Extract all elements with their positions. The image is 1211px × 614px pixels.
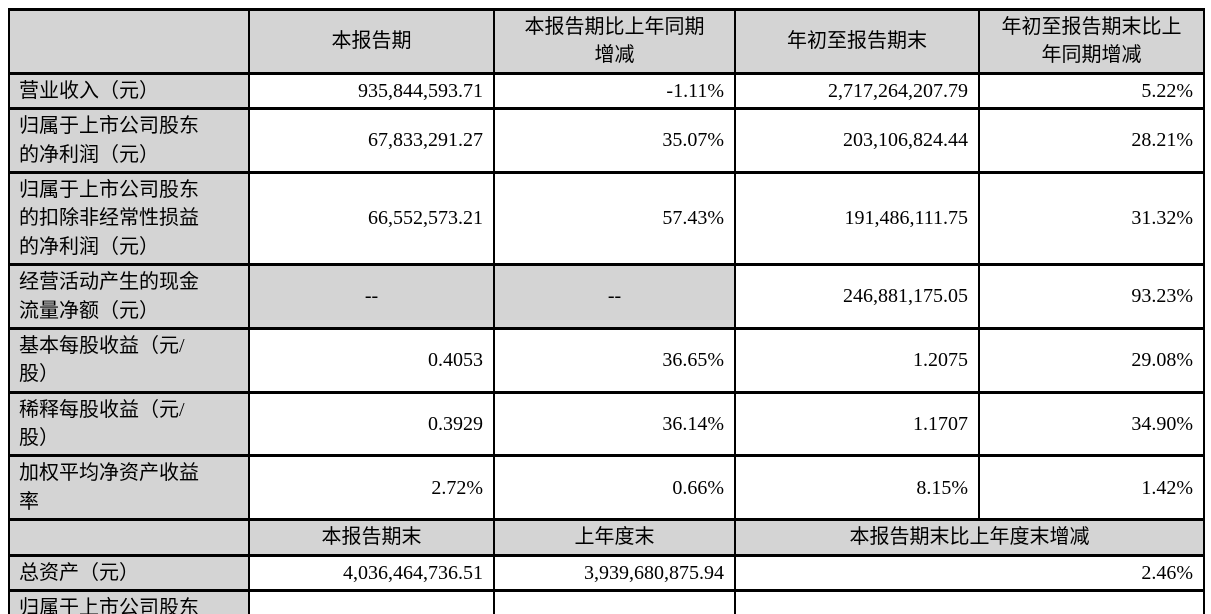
value-ytd-vs-prior: 5.22% (978, 71, 1205, 111)
row-label: 归属于上市公司股东 的净利润（元） (8, 107, 250, 174)
header-cell-prior-year-end: 上年度末 (493, 518, 736, 557)
row-label: 归属于上市公司股东 的所有者权益（元） (8, 589, 250, 614)
table-row-weighted-avg-roe: 加权平均净资产收益 率 2.72% 0.66% 8.15% 1.42% (8, 454, 1205, 522)
value-ytd-vs-prior: 1.42% (978, 454, 1205, 522)
table-header-row-2: 本报告期末 上年度末 本报告期末比上年度末增减 (8, 518, 1205, 557)
value-ytd: 203,106,824.44 (734, 107, 980, 174)
value-current-end: 2,541,543,398.50 (248, 589, 495, 614)
row-label: 稀释每股收益（元/ 股） (8, 390, 250, 458)
header-cell-ytd-vs-prior: 年初至报告期末比上 年同期增减 (978, 8, 1205, 75)
value-ytd-vs-prior: 31.32% (978, 170, 1205, 267)
header-cell-current-end: 本报告期末 (248, 518, 495, 557)
value-ytd: 2,717,264,207.79 (734, 71, 980, 111)
row-label: 总资产（元） (8, 553, 250, 593)
value-ytd: 8.15% (734, 454, 980, 522)
value-ytd-vs-prior: 93.23% (978, 263, 1205, 330)
value-end-change: 2.46% (734, 553, 1205, 593)
value-ytd: 246,881,175.05 (734, 263, 980, 330)
financial-summary-table: 本报告期 本报告期比上年同期 增减 年初至报告期末 年初至报告期末比上 年同期增… (8, 8, 1205, 614)
value-end-change: 2.83% (734, 589, 1205, 614)
value-current-vs-prior: 36.65% (493, 326, 736, 394)
header-cell-empty (8, 518, 250, 557)
row-label: 经营活动产生的现金 流量净额（元） (8, 263, 250, 330)
table-header-row-1: 本报告期 本报告期比上年同期 增减 年初至报告期末 年初至报告期末比上 年同期增… (8, 8, 1205, 75)
row-label: 归属于上市公司股东 的扣除非经常性损益 的净利润（元） (8, 170, 250, 267)
value-current: 935,844,593.71 (248, 71, 495, 111)
value-prior-year-end: 3,939,680,875.94 (493, 553, 736, 593)
table-row-net-profit: 归属于上市公司股东 的净利润（元） 67,833,291.27 35.07% 2… (8, 107, 1205, 174)
value-current-vs-prior: 0.66% (493, 454, 736, 522)
value-ytd-vs-prior: 29.08% (978, 326, 1205, 394)
header-cell-ytd: 年初至报告期末 (734, 8, 980, 75)
value-ytd: 1.1707 (734, 390, 980, 458)
table-row-total-assets: 总资产（元） 4,036,464,736.51 3,939,680,875.94… (8, 553, 1205, 593)
table-row-operating-revenue: 营业收入（元） 935,844,593.71 -1.11% 2,717,264,… (8, 71, 1205, 111)
header-cell-current-period: 本报告期 (248, 8, 495, 75)
value-current-vs-prior: 57.43% (493, 170, 736, 267)
value-ytd: 191,486,111.75 (734, 170, 980, 267)
table-row-equity-attributable: 归属于上市公司股东 的所有者权益（元） 2,541,543,398.50 2,4… (8, 589, 1205, 614)
value-prior-year-end: 2,471,671,122.25 (493, 589, 736, 614)
value-current: 67,833,291.27 (248, 107, 495, 174)
header-cell-current-vs-prior: 本报告期比上年同期 增减 (493, 8, 736, 75)
value-current-end: 4,036,464,736.51 (248, 553, 495, 593)
header-cell-empty (8, 8, 250, 75)
value-current: 66,552,573.21 (248, 170, 495, 267)
value-current-vs-prior: 35.07% (493, 107, 736, 174)
header-cell-end-change: 本报告期末比上年度末增减 (734, 518, 1205, 557)
table-row-net-profit-after-extraordinary: 归属于上市公司股东 的扣除非经常性损益 的净利润（元） 66,552,573.2… (8, 170, 1205, 267)
table-row-basic-eps: 基本每股收益（元/ 股） 0.4053 36.65% 1.2075 29.08% (8, 326, 1205, 394)
value-current-vs-prior: 36.14% (493, 390, 736, 458)
value-ytd-vs-prior: 34.90% (978, 390, 1205, 458)
row-label: 基本每股收益（元/ 股） (8, 326, 250, 394)
table-row-diluted-eps: 稀释每股收益（元/ 股） 0.3929 36.14% 1.1707 34.90% (8, 390, 1205, 458)
value-current-na: -- (248, 263, 495, 330)
value-current-vs-prior: -1.11% (493, 71, 736, 111)
value-current: 2.72% (248, 454, 495, 522)
value-ytd-vs-prior: 28.21% (978, 107, 1205, 174)
table-row-operating-cash-flow: 经营活动产生的现金 流量净额（元） -- -- 246,881,175.05 9… (8, 263, 1205, 330)
value-current: 0.3929 (248, 390, 495, 458)
value-current: 0.4053 (248, 326, 495, 394)
row-label: 营业收入（元） (8, 71, 250, 111)
value-current-vs-prior-na: -- (493, 263, 736, 330)
value-ytd: 1.2075 (734, 326, 980, 394)
row-label: 加权平均净资产收益 率 (8, 454, 250, 522)
